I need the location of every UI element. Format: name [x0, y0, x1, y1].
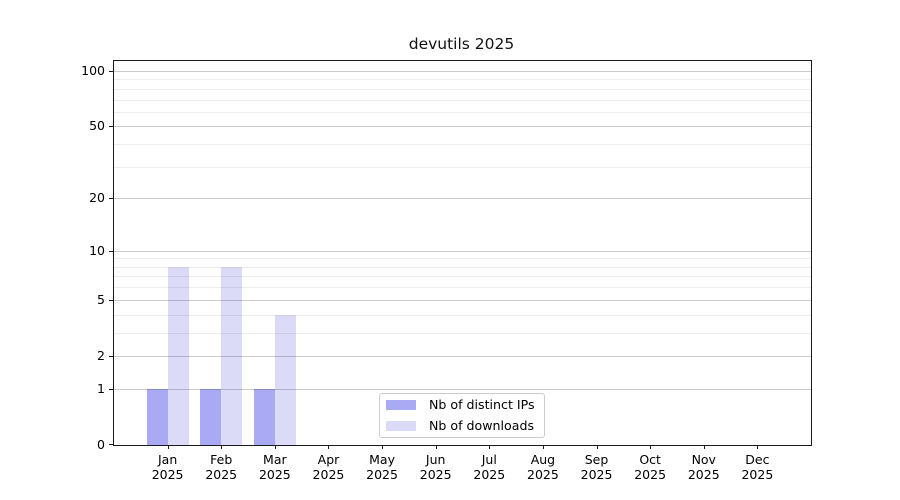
legend-entry-distinct-ips: Nb of distinct IPs — [386, 397, 538, 414]
y-gridline-major — [114, 355, 811, 357]
y-tick-mark — [109, 299, 114, 301]
y-gridline-minor — [114, 287, 811, 289]
y-tick-label: 50 — [89, 118, 105, 134]
y-tick-mark — [109, 71, 114, 72]
y-gridline-minor — [114, 166, 811, 168]
legend-swatch-distinct-ips — [386, 400, 416, 410]
y-tick-mark — [109, 126, 114, 128]
y-gridline-minor — [114, 88, 811, 90]
x-tick-label: Feb 2025 — [205, 452, 238, 482]
y-tick-label: 5 — [97, 291, 105, 307]
x-tick-label: Sep 2025 — [580, 452, 613, 482]
x-tick-label: Jan 2025 — [151, 452, 184, 482]
x-tick-mark — [435, 445, 437, 449]
x-tick-label: Nov 2025 — [687, 452, 720, 482]
y-tick-mark — [109, 444, 114, 445]
y-gridline-major — [114, 71, 811, 72]
x-tick-mark — [542, 445, 544, 449]
y-tick-mark — [109, 250, 114, 252]
chart-title: devutils 2025 — [408, 35, 515, 53]
y-gridline-minor — [114, 266, 811, 268]
y-gridline-minor — [114, 111, 811, 113]
y-gridline-major — [114, 299, 811, 301]
y-gridline-major — [114, 250, 811, 252]
y-gridline-minor — [114, 332, 811, 334]
y-gridline-minor — [114, 99, 811, 101]
x-tick-label: Dec 2025 — [741, 452, 774, 482]
legend-swatch-downloads — [386, 421, 416, 431]
x-tick-label: Mar 2025 — [258, 452, 291, 482]
x-tick-label: Apr 2025 — [312, 452, 345, 482]
y-gridline-minor — [114, 144, 811, 146]
bar-downloads — [167, 266, 189, 445]
y-tick-label: 2 — [97, 347, 105, 363]
x-tick-mark — [650, 445, 652, 449]
plot-area: Nb of distinct IPs Nb of downloads 0 1 2 5 1… — [81, 60, 812, 482]
x-tick-label: Jun 2025 — [419, 452, 452, 482]
legend: Nb of distinct IPs Nb of downloads — [379, 393, 545, 438]
x-tick-label: Aug 2025 — [527, 452, 559, 482]
legend-label-downloads: Nb of downloads — [429, 418, 535, 433]
y-gridline-major — [114, 126, 811, 128]
x-tick-label: May 2025 — [366, 452, 398, 482]
legend-entry-downloads: Nb of downloads — [386, 418, 538, 435]
x-tick-mark — [703, 445, 705, 449]
legend-label-distinct-ips: Nb of distinct IPs — [429, 397, 535, 412]
bar-distinct-ips — [146, 388, 168, 445]
x-tick-mark — [489, 445, 491, 449]
y-tick-mark — [109, 388, 114, 390]
bar-downloads — [274, 314, 296, 445]
x-tick-mark — [757, 445, 759, 449]
y-gridline-minor — [114, 314, 811, 316]
y-tick-label: 0 — [97, 437, 105, 452]
y-tick-label: 20 — [89, 190, 105, 206]
bar-distinct-ips — [253, 388, 275, 445]
x-tick-mark — [596, 445, 598, 449]
x-tick-mark — [221, 445, 223, 449]
x-tick-label: Oct 2025 — [634, 452, 667, 482]
y-tick-label: 10 — [89, 242, 105, 258]
y-gridline-major — [114, 198, 811, 200]
x-tick-mark — [167, 445, 169, 449]
y-gridline-major — [114, 388, 811, 390]
y-tick-mark — [109, 198, 114, 200]
bar-downloads — [221, 266, 243, 445]
x-tick-mark — [328, 445, 330, 449]
y-tick-mark — [109, 355, 114, 357]
y-gridline-minor — [114, 276, 811, 278]
y-gridline-minor — [114, 79, 811, 81]
x-tick-mark — [382, 445, 384, 449]
x-tick-label: Jul 2025 — [473, 452, 506, 482]
y-tick-label: 1 — [97, 380, 105, 396]
y-tick-label: 100 — [81, 63, 105, 78]
bar-distinct-ips — [200, 388, 222, 445]
x-tick-mark — [274, 445, 276, 449]
y-gridline-minor — [114, 258, 811, 260]
